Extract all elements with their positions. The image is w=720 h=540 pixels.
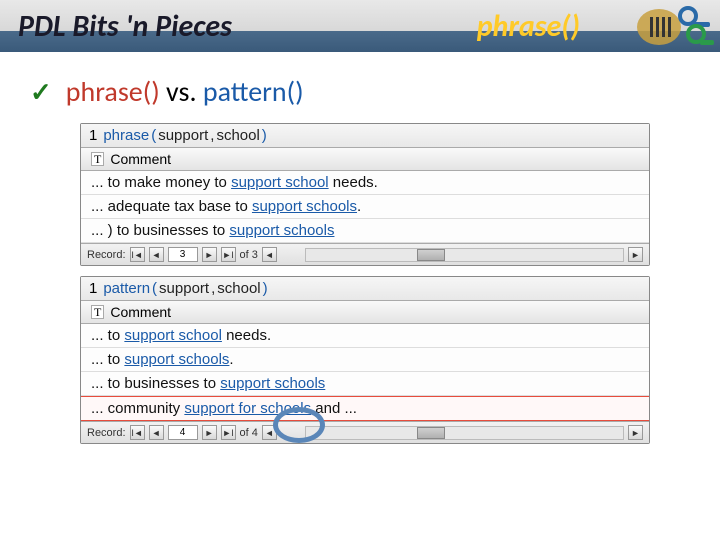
nav-next-icon[interactable]: ►	[202, 425, 217, 440]
bullet-text: phrase() vs. pattern()	[66, 74, 304, 109]
table-row: ... ) to businesses to support schools	[81, 219, 649, 243]
match-text: support schools	[229, 222, 334, 239]
table-row: ... to make money to support school need…	[81, 171, 649, 195]
nav-last-icon[interactable]: ►I	[221, 425, 236, 440]
nav-first-icon[interactable]: I◄	[130, 247, 145, 262]
nav-next-icon[interactable]: ►	[202, 247, 217, 262]
table-row: ... to support school needs.	[81, 324, 649, 348]
result-panel-pattern: 1 pattern(support,school) T Comment ... …	[80, 276, 650, 444]
slide-header: PDL Bits 'n Pieces phrase()	[0, 0, 720, 52]
nav-label: Record:	[87, 427, 126, 439]
match-text: support schools	[220, 375, 325, 392]
text-type-icon: T	[91, 152, 104, 166]
table-row: ... to businesses to support schools	[81, 372, 649, 396]
query-row: 1 pattern(support,school)	[81, 277, 649, 301]
header-function: phrase()	[477, 8, 580, 45]
match-text: support school	[124, 327, 222, 344]
text-type-icon: T	[91, 305, 104, 319]
nav-scroll-right-icon[interactable]: ►	[628, 247, 643, 262]
scroll-thumb[interactable]	[417, 249, 445, 261]
match-text: support for schools	[184, 400, 311, 417]
nav-first-icon[interactable]: I◄	[130, 425, 145, 440]
logo-icon	[624, 4, 714, 50]
h-scrollbar[interactable]	[305, 248, 624, 262]
match-text: support school	[231, 174, 329, 191]
nav-scroll-left-icon[interactable]: ◄	[262, 247, 277, 262]
table-row: ... to support schools.	[81, 348, 649, 372]
column-header: T Comment	[81, 148, 649, 171]
query-index: 1	[89, 280, 97, 297]
query-index: 1	[89, 127, 97, 144]
nav-total: of 3	[240, 249, 258, 261]
match-text: support schools	[124, 351, 229, 368]
table-row-highlighted: ... community support for schools and ..…	[81, 396, 649, 421]
record-navigator: Record: I◄ ◄ ► ►I of 4 ◄ ►	[81, 421, 649, 443]
column-header: T Comment	[81, 301, 649, 324]
nav-prev-icon[interactable]: ◄	[149, 425, 164, 440]
nav-prev-icon[interactable]: ◄	[149, 247, 164, 262]
column-label: Comment	[110, 304, 171, 320]
header-title: PDL Bits 'n Pieces	[18, 8, 232, 45]
bullet-heading: ✓ phrase() vs. pattern()	[30, 74, 720, 109]
match-text: support schools	[252, 198, 357, 215]
h-scrollbar[interactable]	[305, 426, 624, 440]
scroll-thumb[interactable]	[417, 427, 445, 439]
nav-current-input[interactable]	[168, 425, 198, 440]
query-keyword: pattern	[103, 280, 150, 297]
table-row: ... adequate tax base to support schools…	[81, 195, 649, 219]
result-panel-phrase: 1 phrase(support,school) T Comment ... t…	[80, 123, 650, 266]
nav-scroll-right-icon[interactable]: ►	[628, 425, 643, 440]
nav-last-icon[interactable]: ►I	[221, 247, 236, 262]
nav-current-input[interactable]	[168, 247, 198, 262]
nav-scroll-left-icon[interactable]: ◄	[262, 425, 277, 440]
query-keyword: phrase	[103, 127, 149, 144]
query-row: 1 phrase(support,school)	[81, 124, 649, 148]
check-icon: ✓	[30, 76, 52, 108]
column-label: Comment	[110, 151, 171, 167]
nav-total: of 4	[240, 427, 258, 439]
fn-pattern: pattern()	[203, 74, 304, 109]
record-navigator: Record: I◄ ◄ ► ►I of 3 ◄ ►	[81, 243, 649, 265]
nav-label: Record:	[87, 249, 126, 261]
fn-phrase: phrase()	[66, 74, 160, 109]
panels-container: 1 phrase(support,school) T Comment ... t…	[80, 123, 650, 444]
